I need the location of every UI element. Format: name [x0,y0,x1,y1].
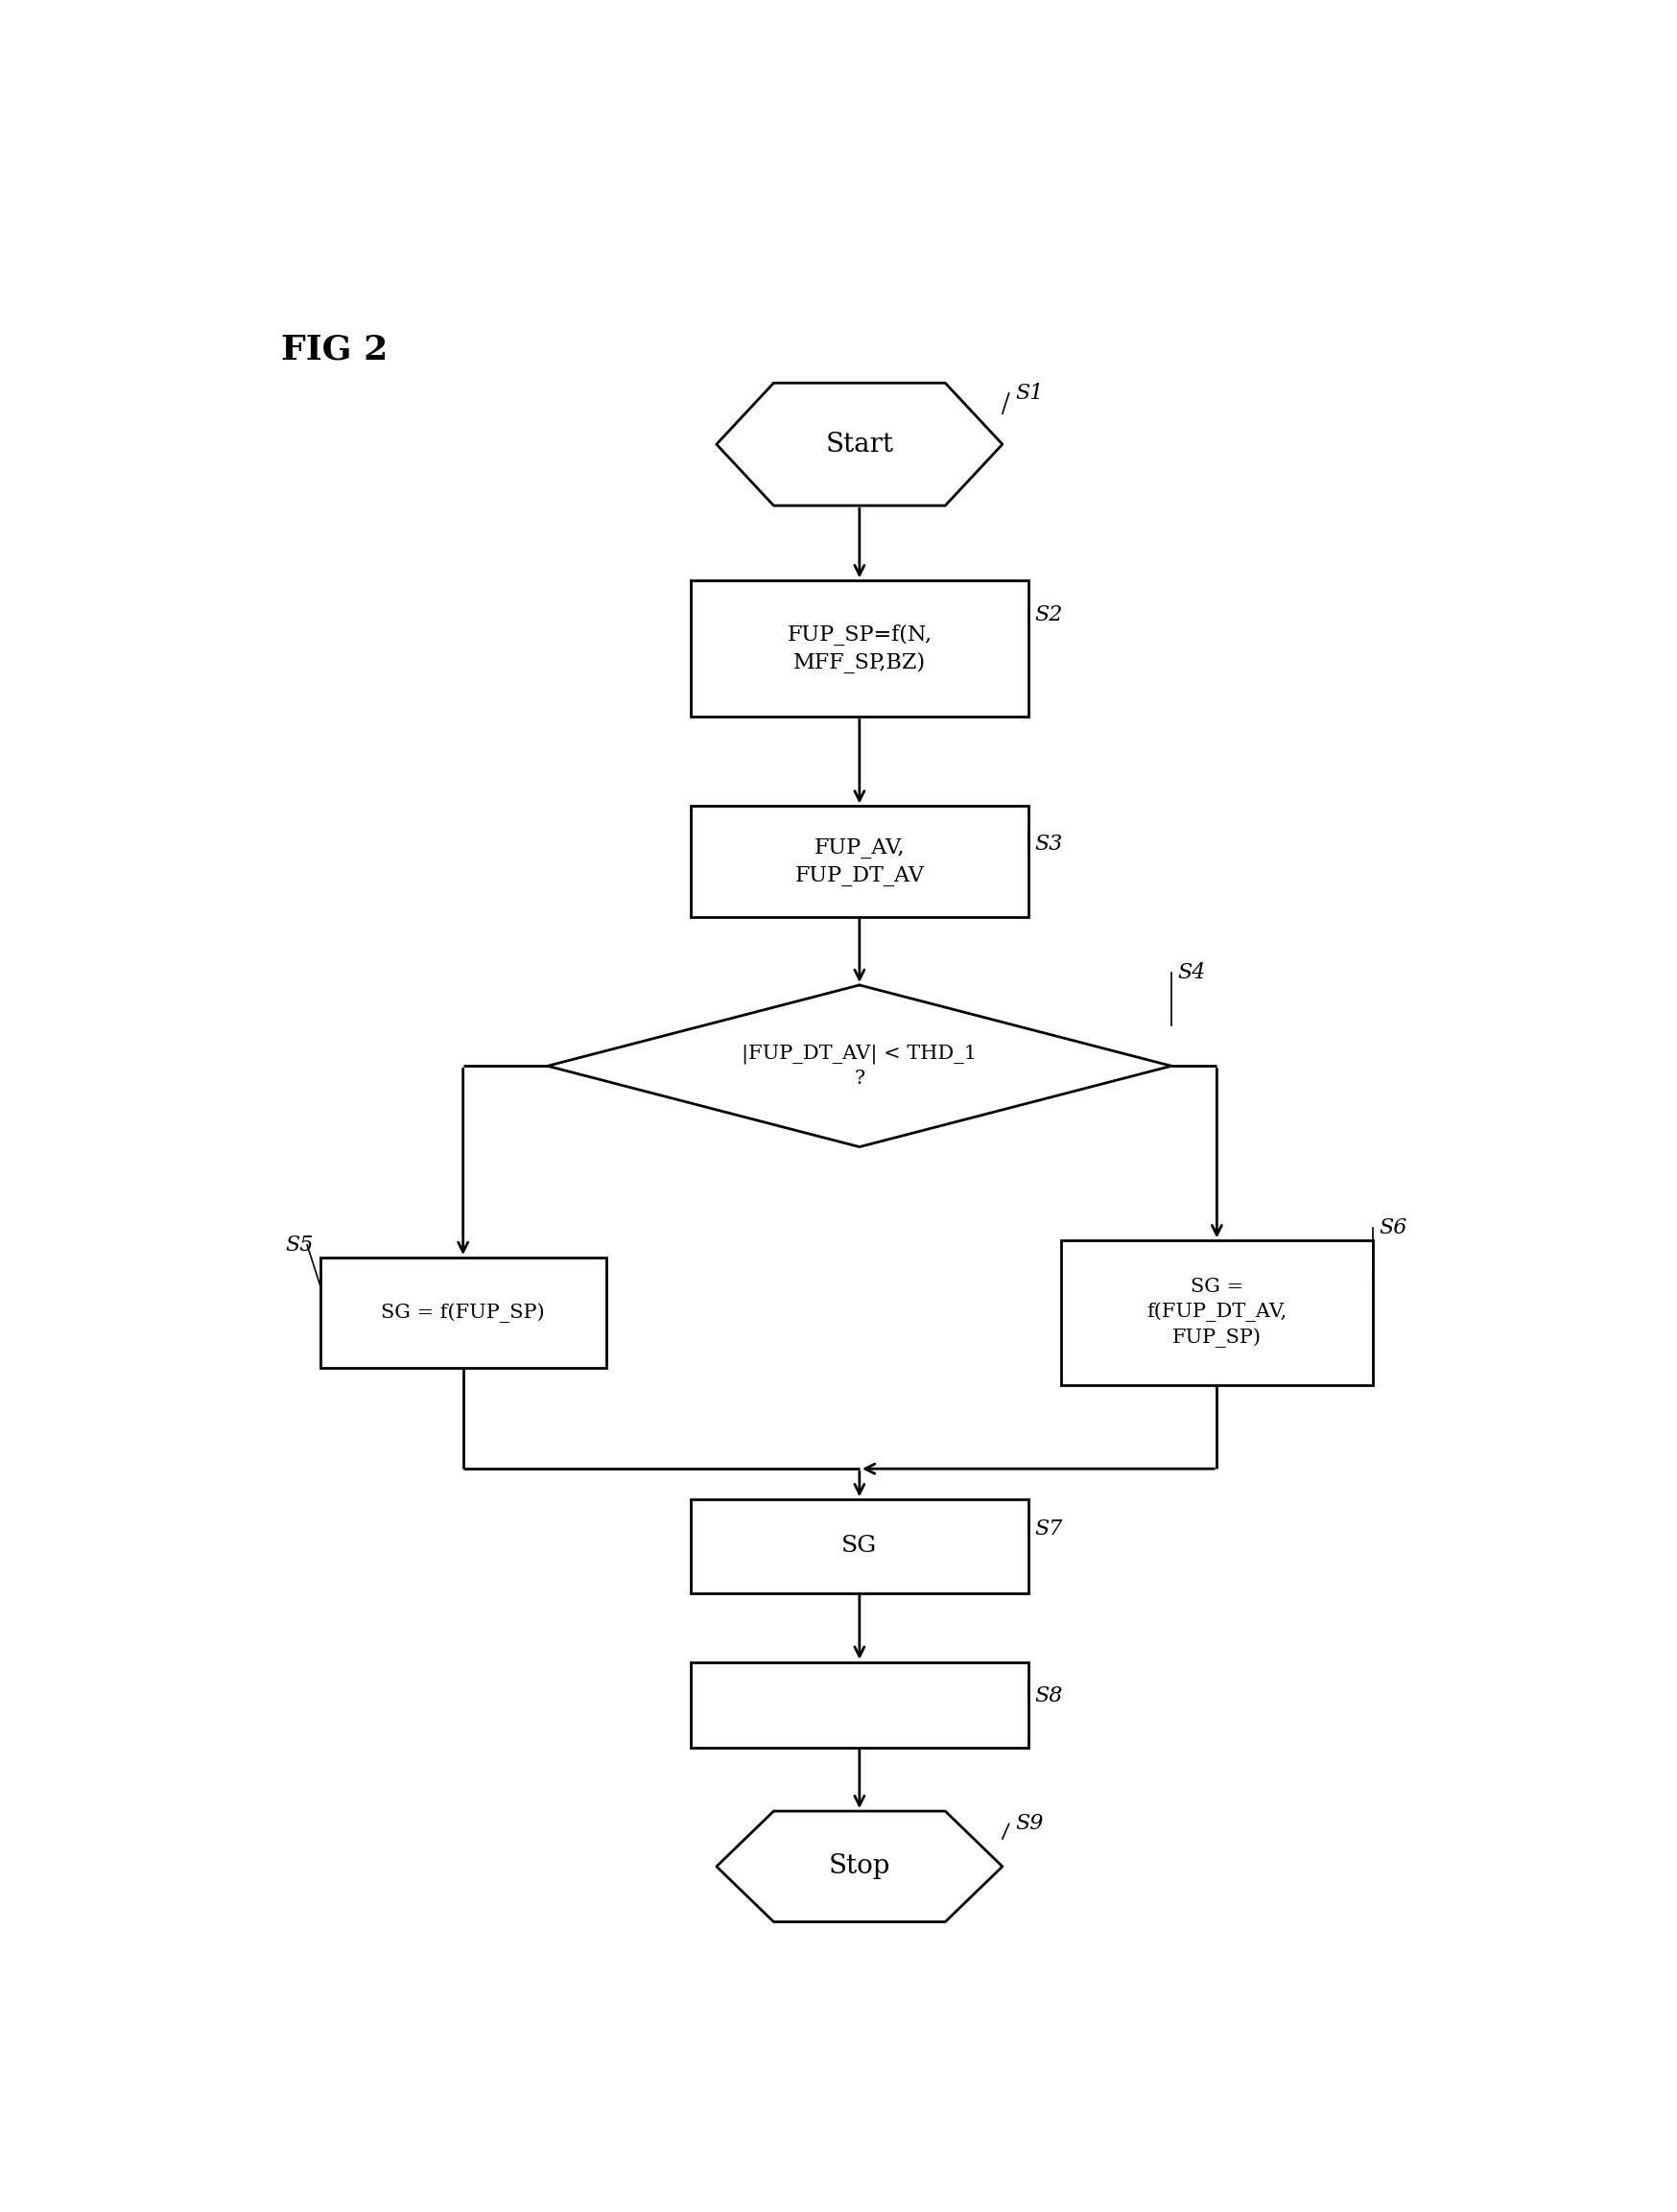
Bar [691,580,1028,717]
Text: Start: Start [825,431,894,458]
Text: FUP_AV,
FUP_DT_AV: FUP_AV, FUP_DT_AV [795,836,924,887]
Text: SG =
f(FUP_DT_AV,
FUP_SP): SG = f(FUP_DT_AV, FUP_SP) [1147,1279,1286,1347]
Bar [691,1661,1028,1747]
Text: S6: S6 [1378,1217,1407,1239]
Text: SG: SG [842,1535,877,1557]
Text: S9: S9 [1016,1814,1043,1834]
Text: FIG 2: FIG 2 [282,334,387,367]
Text: Stop: Stop [828,1854,890,1880]
Text: FUP_SP=f(N,
MFF_SP,BZ): FUP_SP=f(N, MFF_SP,BZ) [787,624,932,672]
Text: S3: S3 [1035,834,1063,856]
Text: S4: S4 [1177,962,1206,982]
Text: S8: S8 [1035,1686,1063,1708]
Text: S2: S2 [1035,604,1063,626]
Text: S5: S5 [285,1234,314,1256]
Bar [691,805,1028,918]
Bar [320,1259,605,1369]
Text: |FUP_DT_AV| < THD_1
?: |FUP_DT_AV| < THD_1 ? [741,1044,978,1088]
Text: S1: S1 [1016,383,1043,405]
Bar [691,1500,1028,1593]
Text: SG = f(FUP_SP): SG = f(FUP_SP) [381,1303,545,1323]
Bar [1062,1241,1373,1385]
Text: S7: S7 [1035,1520,1063,1540]
